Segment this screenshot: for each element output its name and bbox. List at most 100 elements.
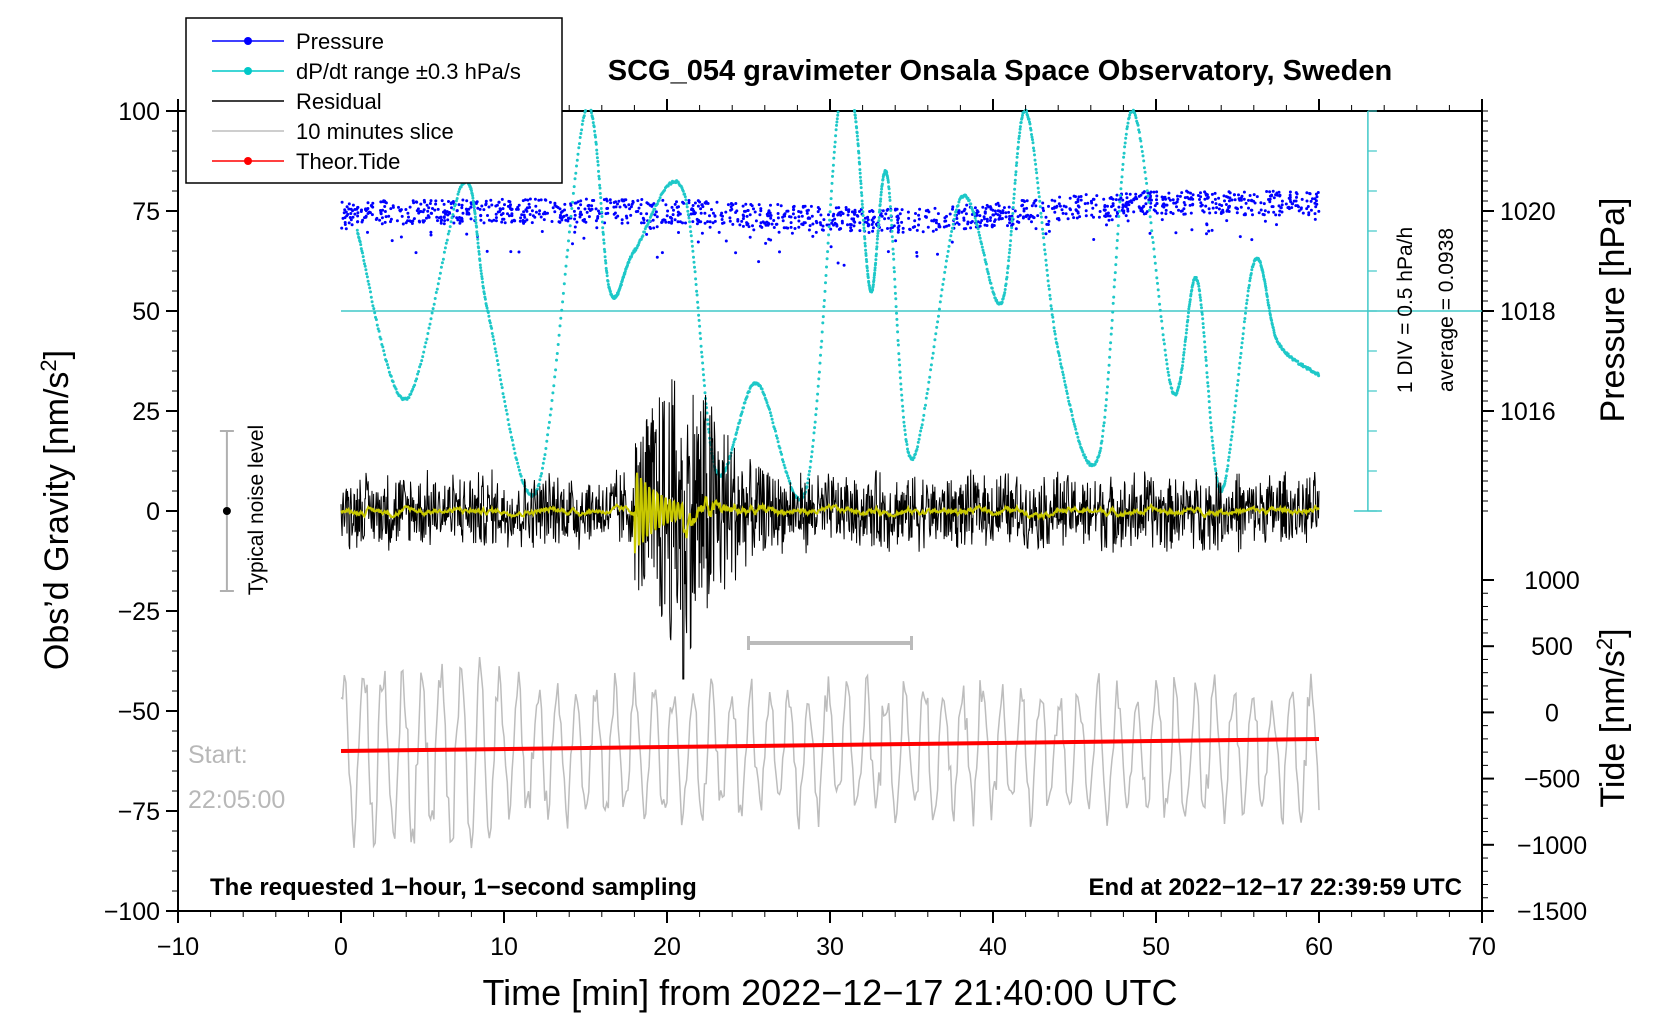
dpdt-point: [1119, 187, 1123, 191]
dpdt-point: [892, 266, 896, 270]
pressure-point: [608, 198, 612, 202]
dpdt-point: [889, 218, 893, 222]
pressure-point: [1083, 202, 1087, 206]
dpdt-point: [1112, 295, 1116, 299]
pressure-point: [579, 210, 583, 214]
dpdt-point: [1060, 366, 1064, 370]
pressure-point: [1167, 191, 1171, 195]
dpdt-point: [598, 192, 602, 195]
dpdt-point: [580, 122, 584, 126]
dpdt-point: [933, 338, 937, 342]
dpdt-point: [1059, 362, 1063, 366]
pressure-point: [841, 212, 845, 216]
dpdt-point: [987, 275, 991, 279]
dpdt-point: [685, 205, 689, 209]
dpdt-point: [818, 361, 822, 365]
dpdt-point: [1197, 284, 1201, 288]
y-tick-label: 50: [132, 298, 160, 326]
pressure-point: [526, 198, 530, 202]
pressure-point: [655, 215, 659, 219]
dpdt-point: [592, 125, 596, 129]
pressure-point: [675, 205, 679, 209]
dpdt-point: [872, 276, 876, 280]
pressure-point: [1034, 227, 1038, 231]
dpdt-point: [973, 216, 977, 220]
pressure-point: [699, 220, 703, 224]
pressure-point: [520, 213, 524, 217]
dpdt-point: [935, 325, 939, 329]
dpdt-point: [1109, 332, 1113, 336]
pressure-point: [1182, 201, 1186, 204]
pressure-point: [994, 212, 998, 216]
pressure-point: [455, 209, 459, 213]
pressure-point: [943, 219, 947, 223]
dpdt-point: [627, 260, 631, 264]
pressure-point: [427, 206, 431, 210]
dpdt-point: [1223, 479, 1227, 483]
pressure-point: [513, 219, 517, 223]
dpdt-point: [370, 300, 374, 304]
pressure-point: [831, 214, 835, 218]
dpdt-point: [407, 396, 411, 400]
dpdt-point: [1017, 140, 1020, 144]
pressure-point: [351, 203, 355, 207]
pressure-point: [955, 217, 959, 220]
dpdt-point: [1232, 416, 1236, 420]
dpdt-point: [1153, 261, 1157, 265]
dpdt-point: [499, 382, 503, 386]
pressure-point: [583, 218, 586, 221]
dpdt-point: [437, 277, 441, 280]
pressure-point: [748, 213, 752, 217]
dpdt-point: [1037, 191, 1041, 194]
pressure-point: [844, 208, 848, 212]
dpdt-point: [1227, 455, 1231, 459]
dpdt-point: [1121, 168, 1124, 172]
dpdt-point: [835, 117, 839, 121]
dpdt-point: [1031, 138, 1034, 142]
pressure-point: [527, 202, 531, 206]
right-scale-ruler: [1353, 110, 1382, 512]
pressure-point: [349, 212, 353, 215]
pressure-point: [605, 207, 609, 210]
pressure-point: [584, 220, 588, 224]
pressure-point: [947, 223, 951, 227]
pressure-point: [926, 208, 930, 212]
dpdt-point: [889, 209, 893, 212]
dpdt-point: [516, 461, 520, 465]
pressure-point: [917, 213, 921, 217]
dpdt-point: [1210, 435, 1214, 439]
dpdt-point: [897, 358, 901, 362]
pressure-point: [676, 213, 680, 217]
pressure-point: [757, 260, 761, 264]
pressure-point: [673, 202, 677, 206]
pressure-point: [487, 205, 491, 209]
dpdt-point: [512, 447, 516, 451]
pressure-point: [1000, 217, 1004, 220]
dpdt-point: [1181, 357, 1185, 361]
pressure-point: [1164, 208, 1168, 212]
y-left-label-main: Obs’d Gravity [nm/s: [38, 372, 76, 671]
dpdt-point: [1209, 426, 1213, 429]
dpdt-point: [1095, 458, 1099, 462]
dpdt-point: [765, 401, 769, 405]
dpdt-point: [929, 368, 933, 372]
pressure-point: [896, 221, 900, 225]
dpdt-point: [479, 272, 483, 276]
dpdt-point: [696, 306, 700, 310]
dpdt-point: [1029, 128, 1033, 132]
dpdt-point: [1137, 130, 1141, 134]
dpdt-point: [891, 239, 895, 243]
dpdt-point: [892, 270, 896, 274]
pressure-point: [767, 214, 771, 218]
dpdt-point: [540, 472, 544, 475]
pressure-point: [602, 198, 606, 202]
dpdt-point: [505, 412, 509, 416]
pressure-point: [1244, 201, 1248, 205]
pressure-point: [699, 207, 703, 211]
dpdt-point: [1184, 331, 1188, 335]
pressure-point: [579, 199, 583, 203]
pressure-point: [411, 219, 415, 223]
pressure-point: [433, 208, 437, 212]
dpdt-point: [1191, 281, 1195, 285]
pressure-point: [896, 230, 900, 234]
